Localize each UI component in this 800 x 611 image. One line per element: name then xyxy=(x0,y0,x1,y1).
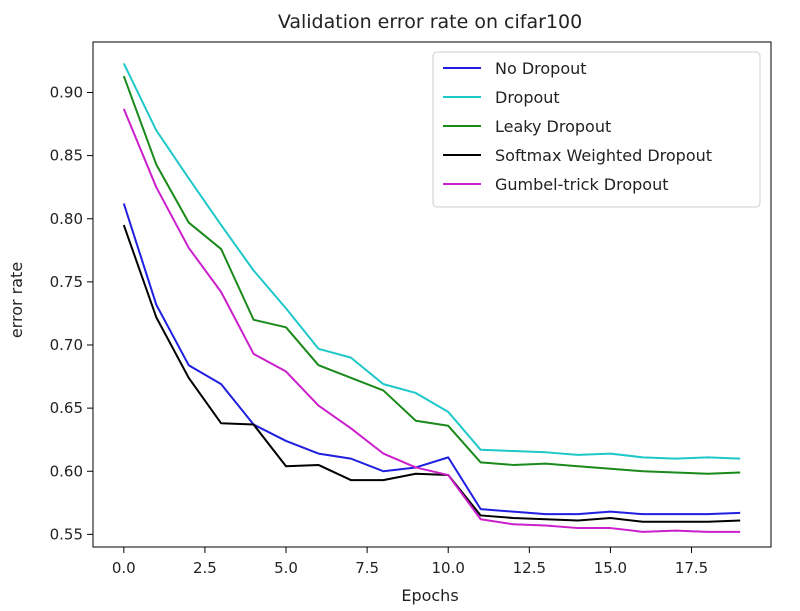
y-tick-label: 0.55 xyxy=(50,525,83,543)
legend-label-0: No Dropout xyxy=(495,59,587,78)
legend: No Dropout Dropout Leaky Dropout Softmax We… xyxy=(432,51,761,208)
x-tick-label: 10.0 xyxy=(432,559,465,577)
series-line-4 xyxy=(122,108,741,533)
x-tick-label: 17.5 xyxy=(675,559,708,577)
x-tick-label: 2.5 xyxy=(193,559,217,577)
x-tick-label: 12.5 xyxy=(513,559,546,577)
axes-layer: 0.0 2.5 5.0 7.5 10.0 12.5 15.0 17.5 0.55 0.60 0.65… xyxy=(50,41,772,577)
y-tick-label: 0.65 xyxy=(50,399,83,417)
legend-label-4: Gumbel-trick Dropout xyxy=(495,175,668,194)
series-line-3 xyxy=(122,224,741,523)
y-tick-label: 0.75 xyxy=(50,273,83,291)
legend-box xyxy=(432,51,761,208)
x-axis-label: Epochs xyxy=(401,586,458,605)
y-axis-label: error rate xyxy=(7,262,26,338)
plot-frame xyxy=(92,41,772,548)
x-tick-label: 5.0 xyxy=(274,559,298,577)
legend-label-2: Leaky Dropout xyxy=(495,117,611,136)
x-tick-label: 7.5 xyxy=(355,559,379,577)
series-line-1 xyxy=(122,63,741,460)
chart-title: Validation error rate on cifar100 xyxy=(278,11,582,33)
y-tick-label: 0.70 xyxy=(50,336,83,354)
series-line-2 xyxy=(122,75,741,475)
plot-layer xyxy=(122,63,741,533)
y-tick-label: 0.90 xyxy=(50,84,83,102)
x-tick-label: 0.0 xyxy=(112,559,136,577)
series-line-0 xyxy=(122,203,741,516)
legend-label-3: Softmax Weighted Dropout xyxy=(495,146,712,165)
x-tick-label: 15.0 xyxy=(594,559,627,577)
y-tick-label: 0.80 xyxy=(50,210,83,228)
y-tick-label: 0.85 xyxy=(50,147,83,165)
y-tick-label: 0.60 xyxy=(50,462,83,480)
legend-label-1: Dropout xyxy=(495,88,560,107)
